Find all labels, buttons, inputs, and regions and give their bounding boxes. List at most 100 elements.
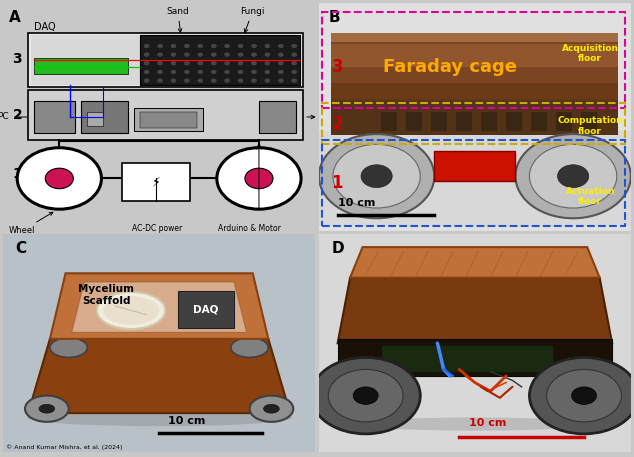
Circle shape [158,44,162,48]
Circle shape [217,148,301,209]
Ellipse shape [97,292,165,329]
Polygon shape [72,282,247,332]
Circle shape [224,79,230,82]
Circle shape [292,70,297,74]
Ellipse shape [39,404,55,413]
Circle shape [171,53,176,57]
Circle shape [184,61,190,65]
Circle shape [184,44,190,48]
Circle shape [265,70,270,74]
Text: PC: PC [0,112,27,122]
Text: DAQ: DAQ [34,22,56,32]
Circle shape [158,70,162,74]
Bar [581,112,597,131]
Text: Mycelium
Scaffold: Mycelium Scaffold [78,284,134,306]
Circle shape [278,70,283,74]
Text: Faraday cage: Faraday cage [383,58,517,76]
Text: Sand: Sand [167,7,189,32]
Circle shape [238,53,243,57]
Circle shape [144,70,149,74]
Circle shape [184,53,190,57]
Circle shape [292,61,297,65]
Ellipse shape [250,396,294,422]
Bar [332,99,618,135]
Text: Wheel: Wheel [9,213,53,235]
Circle shape [158,61,162,65]
Circle shape [361,165,392,187]
Circle shape [328,369,403,422]
Circle shape [245,168,273,189]
Circle shape [171,44,176,48]
Bar [431,112,447,131]
Circle shape [224,44,230,48]
Circle shape [211,79,216,82]
Bar [338,339,612,376]
Bar [556,112,572,131]
Circle shape [311,357,420,434]
Circle shape [557,165,589,187]
Circle shape [211,70,216,74]
Circle shape [224,61,230,65]
Circle shape [292,79,297,82]
Circle shape [211,61,216,65]
Text: B: B [328,10,340,25]
Ellipse shape [50,338,87,357]
Circle shape [17,148,101,209]
Bar [381,112,397,131]
Circle shape [547,369,621,422]
Circle shape [515,134,631,218]
Text: Acquisition
floor: Acquisition floor [562,43,619,63]
Polygon shape [338,278,612,343]
Circle shape [572,387,597,404]
Circle shape [292,53,297,57]
Bar [322,12,624,108]
Circle shape [224,53,230,57]
Bar [87,112,103,126]
Circle shape [238,70,243,74]
Bar [28,90,302,140]
Ellipse shape [27,409,292,426]
Circle shape [171,79,176,82]
Circle shape [333,144,420,208]
Text: Actuation
floor: Actuation floor [566,187,615,207]
Circle shape [238,44,243,48]
Circle shape [292,44,297,48]
Bar [481,112,496,131]
Text: Fungi: Fungi [240,7,265,32]
Text: Arduino & Motor
Driver: Arduino & Motor Driver [218,224,281,244]
Bar [31,35,140,85]
Bar [28,33,302,87]
Circle shape [265,61,270,65]
Circle shape [198,79,203,82]
Bar [332,83,618,101]
Bar [332,99,618,135]
Circle shape [252,70,257,74]
Text: D: D [332,240,344,255]
Circle shape [265,44,270,48]
Circle shape [144,53,149,57]
Bar [332,33,618,101]
Circle shape [198,70,203,74]
Text: DAQ: DAQ [193,304,219,314]
Circle shape [252,44,257,48]
Circle shape [184,79,190,82]
Bar [319,131,631,226]
Circle shape [278,79,283,82]
Circle shape [252,79,257,82]
Bar [531,112,547,131]
Bar [332,44,618,67]
Bar [122,163,190,201]
Bar [81,101,128,133]
Bar [140,112,197,128]
Circle shape [353,387,378,404]
Ellipse shape [103,296,159,324]
Polygon shape [350,247,600,278]
Bar [406,112,422,131]
Circle shape [265,79,270,82]
Text: Computation
floor: Computation floor [557,117,623,136]
Polygon shape [50,273,268,339]
Circle shape [265,53,270,57]
Text: A: A [10,10,21,25]
Circle shape [198,53,203,57]
Bar [322,140,624,226]
